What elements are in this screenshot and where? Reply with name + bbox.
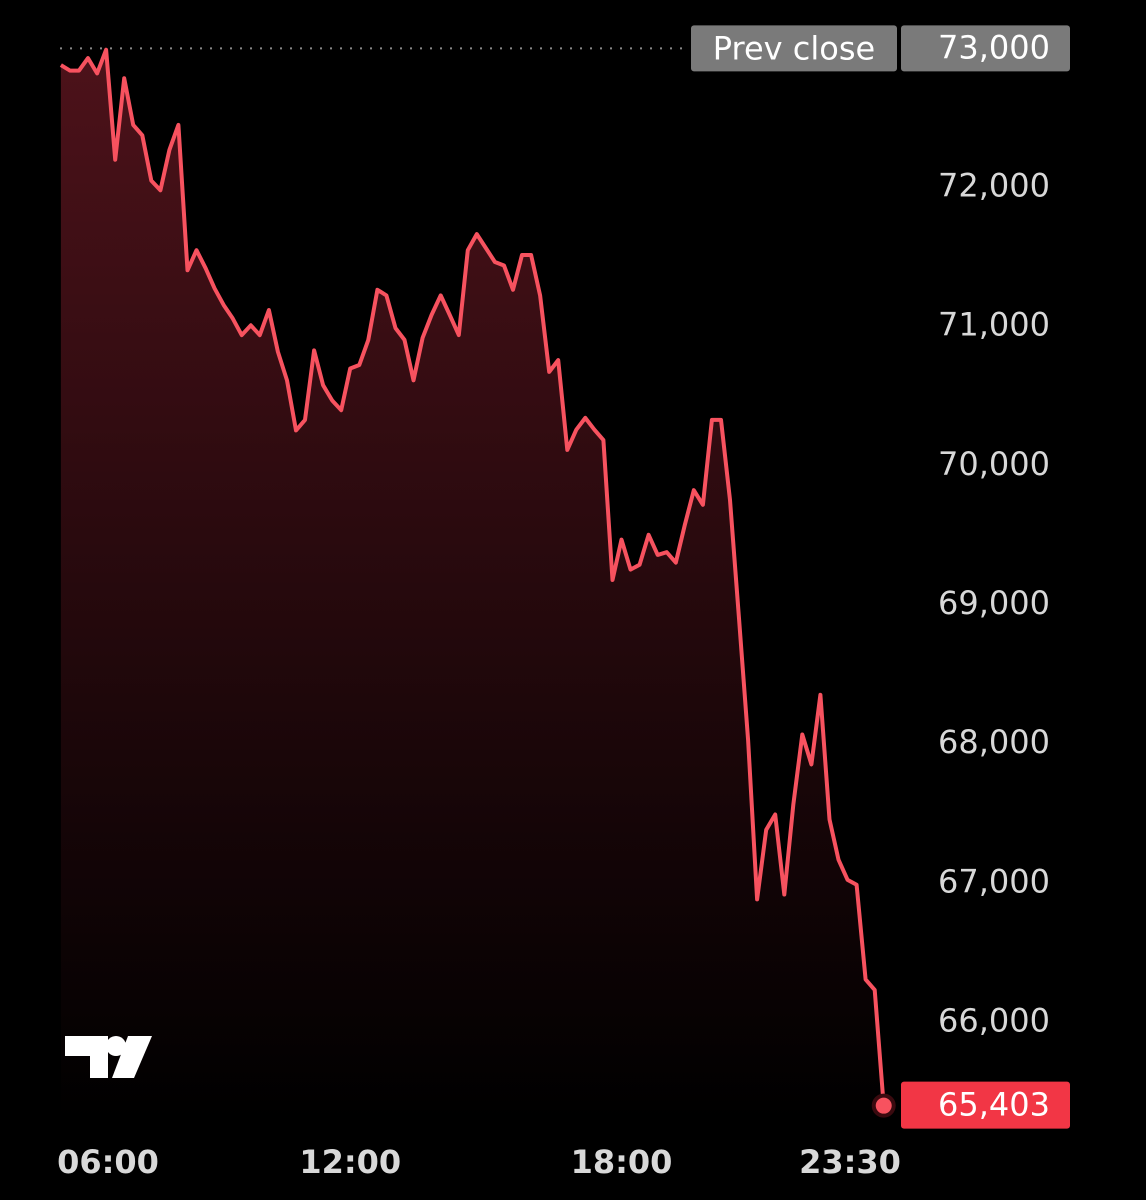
y-tick-label: 71,000 <box>938 306 1050 344</box>
prev-close-value-badge <box>901 25 1070 72</box>
tradingview-logo <box>65 1036 152 1078</box>
last-price-label: 65,403 <box>938 1086 1050 1124</box>
x-tick-label: 06:00 <box>57 1143 159 1181</box>
last-point <box>871 1093 896 1118</box>
x-tick-label: 18:00 <box>571 1143 673 1181</box>
prev-close-label: Prev close <box>713 29 875 67</box>
y-tick-label: 66,000 <box>938 1002 1050 1040</box>
x-tick-label: 23:30 <box>799 1143 901 1181</box>
last-price-badge <box>901 1081 1070 1129</box>
price-line <box>59 47 886 1106</box>
y-tick-label: 69,000 <box>938 584 1050 622</box>
y-tick-label: 68,000 <box>938 723 1050 761</box>
prev-close-badge <box>691 25 897 72</box>
y-tick-label: 70,000 <box>938 445 1050 483</box>
y-tick-label: 67,000 <box>938 862 1050 900</box>
y-tick-label: 72,000 <box>938 167 1050 205</box>
plot: 66,000 67,000 68,000 69,000 70,000 71,000 72,0… <box>57 25 1070 1181</box>
x-tick-label: 12:00 <box>299 1143 401 1181</box>
prev-close-value: 73,000 <box>938 28 1050 66</box>
